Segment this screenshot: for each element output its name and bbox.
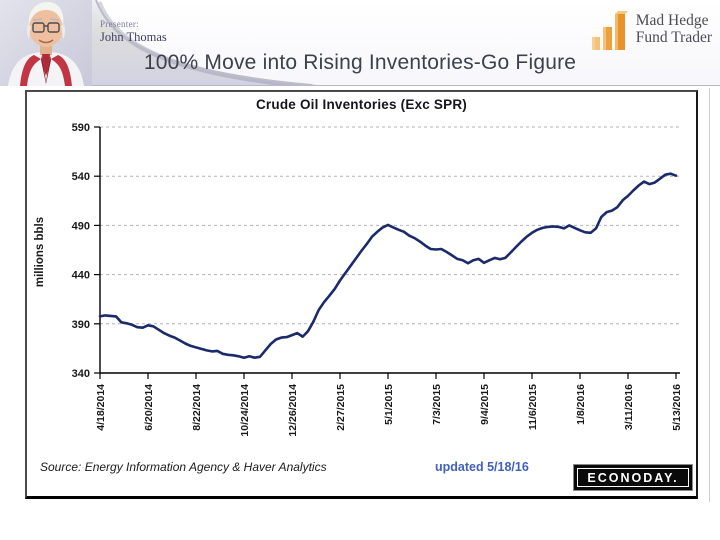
svg-text:5/1/2015: 5/1/2015 [383, 384, 395, 425]
svg-text:millions bbls: millions bbls [34, 217, 46, 287]
svg-text:6/20/2014: 6/20/2014 [143, 384, 155, 431]
svg-text:3/11/2016: 3/11/2016 [623, 384, 635, 430]
econoday-logo: ECONODAY. [573, 464, 693, 491]
svg-text:340: 340 [72, 368, 90, 380]
svg-text:12/26/2014: 12/26/2014 [287, 384, 299, 437]
svg-text:590: 590 [72, 122, 90, 134]
presenter-photo [0, 0, 92, 86]
brand-name-line2: Fund Trader [635, 29, 712, 46]
svg-text:4/18/2014: 4/18/2014 [95, 384, 107, 431]
slide-title: 100% Move into Rising Inventories-Go Fig… [143, 51, 577, 74]
svg-text:2/27/2015: 2/27/2015 [335, 384, 347, 431]
page-curl-decoration [95, 0, 720, 85]
x-axis-labels: 4/18/2014 6/20/2014 8/22/2014 10/24/2014 12/… [95, 373, 683, 437]
svg-text:10/24/2014: 10/24/2014 [239, 384, 251, 437]
svg-text:1/8/2016: 1/8/2016 [575, 384, 587, 425]
updated-text: updated 5/18/16 [435, 460, 529, 474]
chart-frame: Crude Oil Inventories (Exc SPR) 340 390 44… [25, 90, 698, 499]
svg-text:390: 390 [72, 319, 90, 331]
brand-name-line1: Mad Hedge [635, 12, 709, 29]
bar-chart-logo-icon [591, 11, 628, 50]
inventory-line [98, 172, 678, 360]
presenter-name: John Thomas [100, 30, 167, 44]
axes [99, 127, 680, 374]
slide-edge-divider [709, 88, 710, 502]
y-axis-labels: 340 390 440 490 540 590 [72, 122, 100, 380]
brand-logo: Mad Hedge Fund Trader [590, 6, 712, 51]
econoday-text: ECONODAY. [577, 468, 689, 487]
svg-text:9/4/2015: 9/4/2015 [479, 384, 491, 425]
chart-title: Crude Oil Inventories (Exc SPR) [255, 97, 467, 112]
svg-text:440: 440 [72, 270, 90, 282]
brand-name: Mad Hedge Fund Trader [636, 12, 712, 46]
presenter-block: Presenter: John Thomas [100, 19, 167, 45]
header-band [0, 0, 720, 86]
svg-text:5/13/2016: 5/13/2016 [671, 384, 683, 431]
svg-text:490: 490 [72, 220, 90, 232]
presenter-label: Presenter: [100, 19, 139, 29]
svg-text:8/22/2014: 8/22/2014 [191, 384, 203, 431]
chart-plot-svg: 340 390 440 490 540 590 4/18/2014 6/20/2014 8/22… [34, 122, 683, 437]
svg-text:7/3/2015: 7/3/2015 [431, 384, 443, 425]
svg-text:11/6/2015: 11/6/2015 [527, 384, 539, 430]
source-text: Source: Energy Information Agency & Have… [40, 460, 327, 474]
svg-text:540: 540 [72, 171, 90, 183]
